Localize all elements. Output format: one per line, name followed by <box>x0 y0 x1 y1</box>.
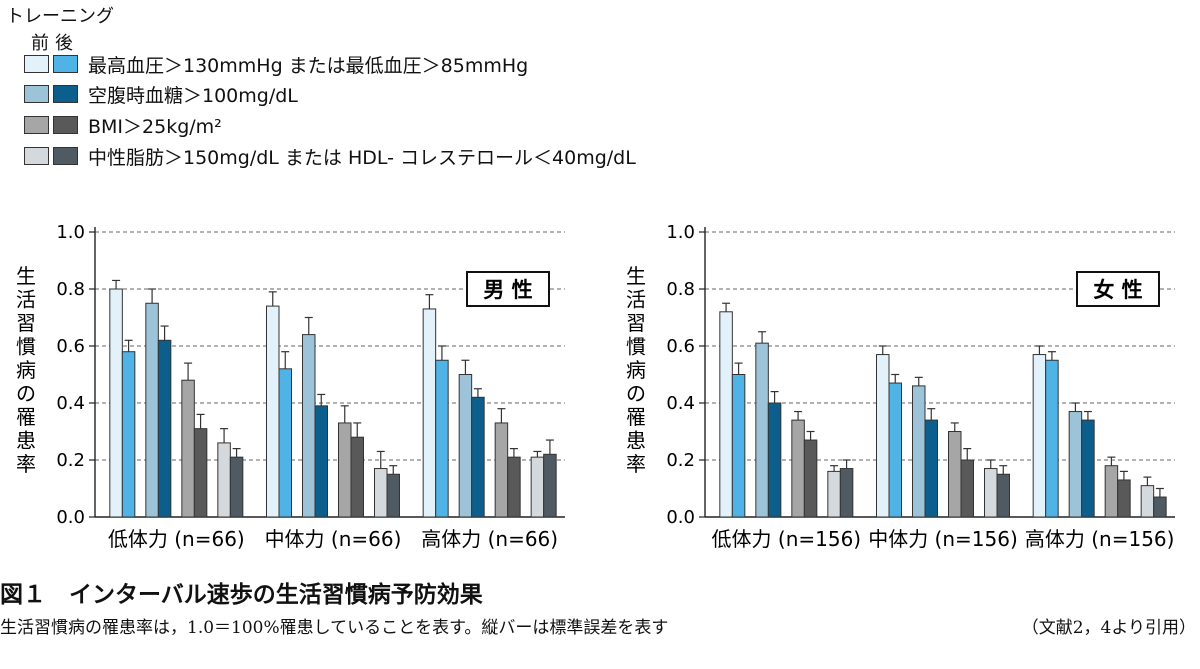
legend-header: 前後 <box>31 33 79 54</box>
y-tick-label: 1.0 <box>666 222 695 243</box>
bar-after <box>803 439 818 518</box>
x-category-label: 低体力 (n=66) <box>108 527 245 551</box>
legend-item: 中性脂肪＞150mg/dL または HDL- コレステロール＜40mg/dL <box>24 144 636 169</box>
legend-swatch-after <box>53 55 78 73</box>
bar-before <box>984 468 998 518</box>
legend-swatch-before <box>24 116 49 134</box>
bar-after <box>471 396 485 518</box>
legend-label: 中性脂肪＞150mg/dL または HDL- コレステロール＜40mg/dL <box>88 146 636 169</box>
bar-before <box>530 456 545 518</box>
bar-after <box>767 402 782 518</box>
bar-after <box>924 419 938 518</box>
bar-before <box>791 419 805 518</box>
bar-before <box>458 374 473 518</box>
bar-before <box>217 442 231 518</box>
y-tick-label: 1.0 <box>56 222 85 243</box>
bar-before <box>948 431 962 518</box>
bar-after <box>1153 496 1167 518</box>
y-axis-label: 生活習慣病の罹患率 <box>626 264 646 476</box>
bar-before <box>719 311 733 518</box>
legend-item: 空腹時血糖＞100mg/dL <box>24 82 298 107</box>
legend-swatch-after <box>53 85 78 103</box>
legend-swatch-before <box>24 147 49 165</box>
bar-after <box>193 428 208 518</box>
y-tick-label: 0.6 <box>666 336 695 357</box>
y-tick-label: 0.8 <box>56 279 85 300</box>
y-tick-label: 0.2 <box>666 450 695 471</box>
legend-swatch-before <box>24 55 49 73</box>
bar-after <box>1045 359 1059 518</box>
bar-after <box>1117 479 1131 518</box>
legend-label: 空腹時血糖＞100mg/dL <box>88 84 298 107</box>
bar-after <box>839 468 854 518</box>
bar-after <box>1081 419 1095 518</box>
figure-title: 図１ インターバル速歩の生活習慣病予防効果 <box>0 581 483 608</box>
chart-title-border <box>1076 271 1160 307</box>
bar-before <box>422 308 437 518</box>
bar-before <box>1104 465 1119 518</box>
y-tick-label: 0.4 <box>666 393 695 414</box>
legend-swatch-after <box>53 147 78 165</box>
y-tick-label: 0.6 <box>56 336 85 357</box>
chart-title: 女 性 <box>1093 278 1142 302</box>
legend-swatch-after <box>53 116 78 134</box>
bar-after <box>435 359 449 518</box>
bar-after <box>731 374 746 518</box>
bar-after <box>996 473 1010 518</box>
chart-title-box: 男 性 <box>466 271 550 307</box>
bar-after <box>314 405 328 518</box>
bar-after <box>157 339 172 518</box>
figure-source: （文献2，4より引用） <box>1021 618 1196 638</box>
bar-before <box>1140 485 1155 518</box>
chart-title-border <box>466 271 550 307</box>
bar-after <box>350 436 364 518</box>
legend-label: BMI＞25kg/m² <box>88 115 222 138</box>
y-tick-label: 0.8 <box>666 279 695 300</box>
y-tick-label: 0.0 <box>666 507 695 528</box>
legend-label: 最高血圧＞130mmHg または最低血圧＞85mmHg <box>88 54 529 77</box>
legend: トレーニング 前後 最高血圧＞130mmHg または最低血圧＞85mmHg 空腹… <box>4 0 704 180</box>
x-category-label: 高体力 (n=66) <box>421 527 558 551</box>
legend-swatch-before <box>24 85 49 103</box>
legend-item: 最高血圧＞130mmHg または最低血圧＞85mmHg <box>24 52 529 77</box>
bar-after <box>121 351 136 518</box>
bar-before <box>302 334 316 518</box>
legend-title: トレーニング <box>6 6 114 27</box>
bar-before <box>145 302 159 518</box>
chart-title-box: 女 性 <box>1076 271 1160 307</box>
bar-before <box>374 468 388 518</box>
legend-item: BMI＞25kg/m² <box>24 113 222 138</box>
bar-after <box>229 456 244 518</box>
bar-before <box>1032 354 1047 518</box>
bar-before <box>827 470 841 518</box>
bar-after <box>543 453 557 518</box>
bar-before <box>338 422 352 518</box>
x-category-label: 中体力 (n=66) <box>265 527 402 551</box>
y-tick-label: 0.0 <box>56 507 85 528</box>
bar-before <box>266 305 280 518</box>
x-category-label: 中体力 (n=156) <box>868 527 1018 551</box>
bar-before <box>494 422 509 518</box>
chart-title: 男 性 <box>483 278 532 302</box>
bar-after <box>507 456 521 518</box>
figure-note: 生活習慣病の罹患率は，1.0＝100%罹患していることを表す。縦バーは標準誤差を… <box>0 618 669 638</box>
bar-after <box>386 473 400 518</box>
y-tick-label: 0.2 <box>56 450 85 471</box>
bar-after <box>278 368 292 518</box>
bar-before <box>109 288 123 518</box>
y-tick-label: 0.4 <box>56 393 85 414</box>
bar-before <box>1068 411 1083 518</box>
bar-before <box>876 354 890 518</box>
bar-after <box>888 382 902 518</box>
y-axis-label: 生活習慣病の罹患率 <box>16 264 36 476</box>
bar-after <box>960 459 974 518</box>
bar-before <box>755 342 769 518</box>
x-category-label: 低体力 (n=156) <box>712 527 862 551</box>
bar-before <box>181 379 195 518</box>
bar-before <box>912 385 926 518</box>
x-category-label: 高体力 (n=156) <box>1025 527 1175 551</box>
